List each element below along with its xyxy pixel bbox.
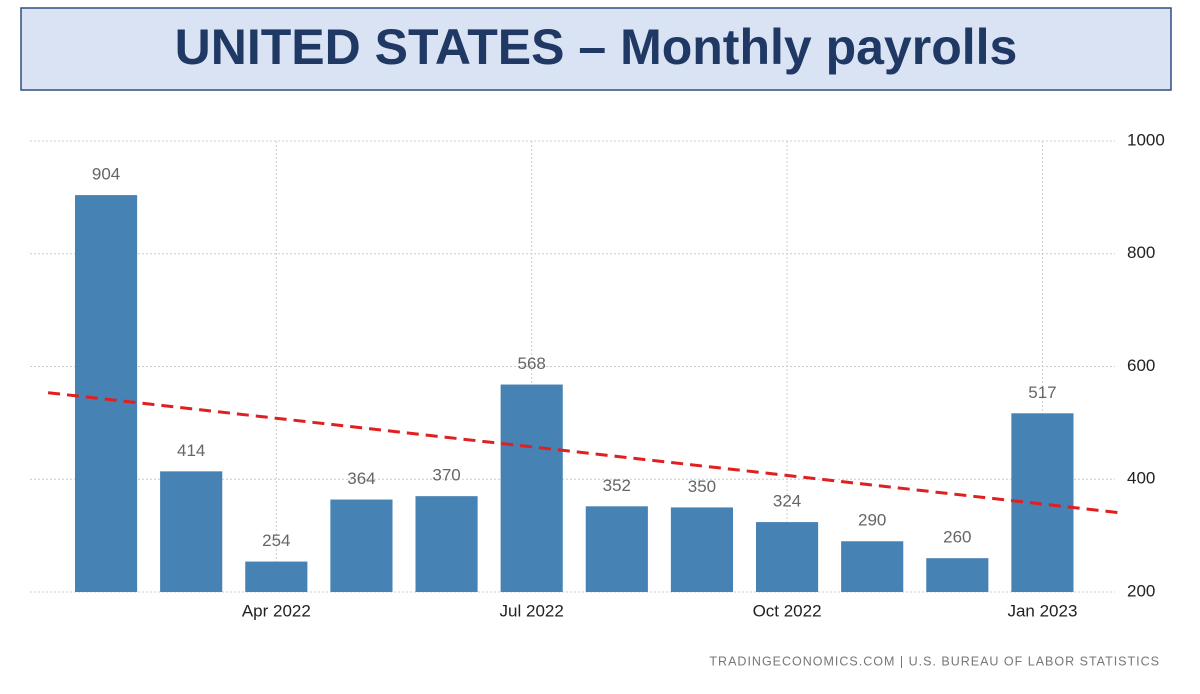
value-label: 364 [347,469,375,488]
value-label: 517 [1028,383,1056,402]
y-tick-label: 1000 [1127,130,1165,149]
x-tick-label: Oct 2022 [753,601,822,620]
value-label: 260 [943,528,971,547]
value-label: 568 [518,354,546,373]
chart-title: UNITED STATES – Monthly payrolls [175,19,1018,75]
value-label: 414 [177,441,205,460]
trend-line [47,391,1121,515]
x-tick-label: Apr 2022 [242,601,311,620]
value-label: 290 [858,511,886,530]
y-tick-label: 800 [1127,243,1155,262]
value-label: 350 [688,477,716,496]
bar [755,522,819,592]
value-label: 324 [773,492,801,511]
value-label: 370 [432,466,460,485]
title-box [20,7,1172,91]
bar [585,506,648,592]
value-label: 254 [262,531,290,550]
bar [500,384,563,592]
y-tick-label: 400 [1127,469,1155,488]
y-tick-label: 600 [1127,356,1155,375]
bar [245,561,308,592]
bar [670,507,734,592]
value-label: 352 [603,476,631,495]
x-tick-label: Jan 2023 [1007,601,1077,620]
bar [415,496,478,592]
bar [330,499,393,592]
source: TRADINGECONOMICS.COM | U.S. BUREAU OF LA… [709,654,1160,668]
x-tick-label: Jul 2022 [500,601,564,620]
bar [926,558,989,592]
bar [160,471,223,592]
value-label: 904 [92,165,120,184]
bar [74,195,138,592]
bar [841,541,904,592]
y-tick-label: 200 [1127,581,1155,600]
